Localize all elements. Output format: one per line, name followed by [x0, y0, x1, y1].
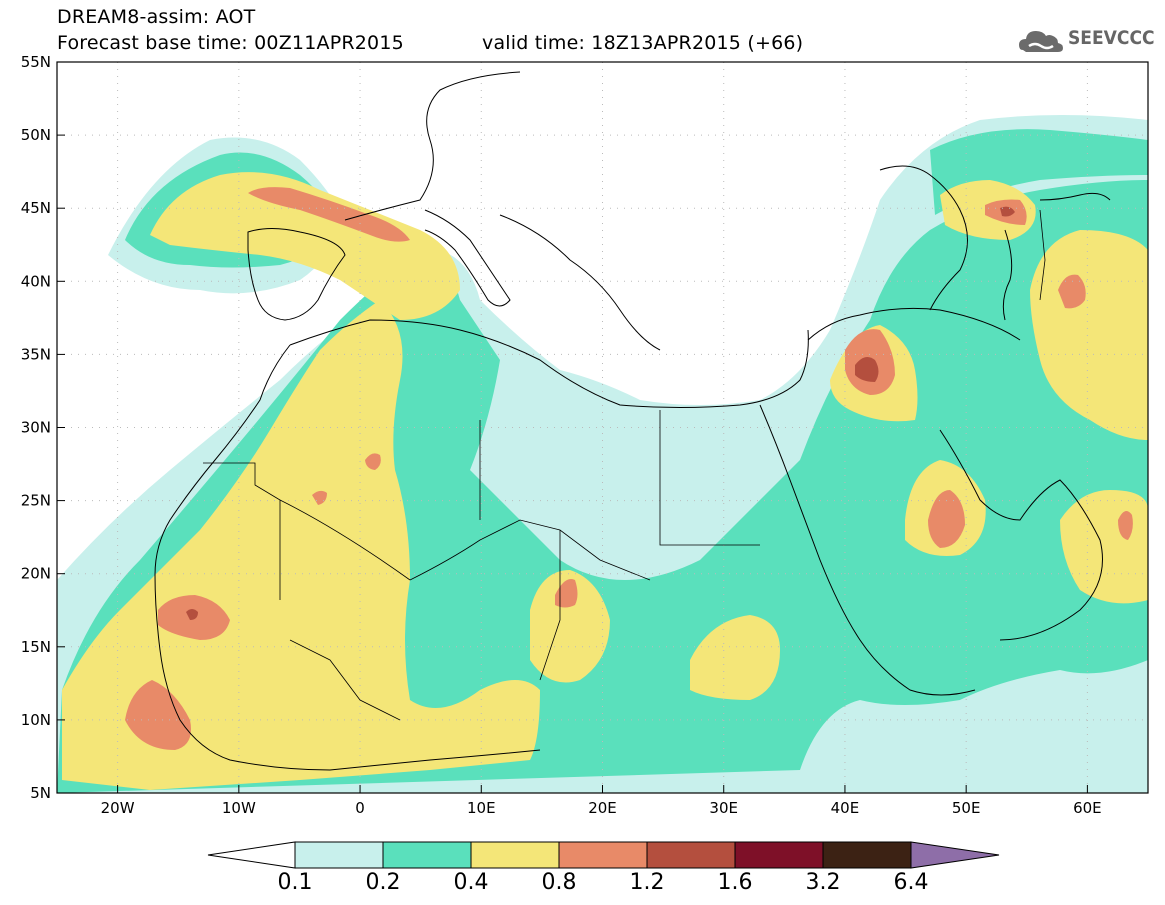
axis-ticks: [57, 61, 1088, 794]
base-time-label: Forecast base time: 00Z11APR2015: [57, 32, 404, 54]
lat-label: 45N: [21, 199, 51, 217]
colorbar: [207, 841, 1000, 869]
colorbar-segment: [646, 841, 736, 869]
colorbar-label: 6.4: [893, 870, 929, 895]
colorbar-segment: [470, 841, 560, 869]
lat-label: 30N: [21, 419, 51, 437]
colorbar-label: 0.2: [365, 870, 401, 895]
coastlines: [154, 71, 1111, 771]
colorbar-max-arrow: [910, 841, 1000, 869]
colorbar-segment: [558, 841, 648, 869]
lon-label: 0: [355, 799, 365, 817]
lat-label: 40N: [21, 272, 51, 290]
colorbar-label: 1.2: [629, 870, 665, 895]
lon-label: 60E: [1073, 799, 1102, 817]
lat-label: 35N: [21, 345, 51, 363]
lon-label: 30E: [709, 799, 738, 817]
colorbar-label: 0.8: [541, 870, 577, 895]
colorbar-label: 1.6: [717, 870, 753, 895]
colorbar-segment: [294, 841, 384, 869]
map-title: DREAM8-assim: AOT: [57, 6, 256, 28]
lat-label: 15N: [21, 638, 51, 656]
lon-label: 20W: [101, 799, 135, 817]
colorbar-min-arrow: [207, 841, 296, 869]
graticule: [57, 62, 1148, 793]
lon-label: 50E: [952, 799, 981, 817]
lat-label: 10N: [21, 711, 51, 729]
borders: [203, 209, 1046, 721]
lat-label: 55N: [21, 53, 51, 71]
logo-text: SEEVCCC: [1068, 27, 1155, 49]
lat-label: 25N: [21, 492, 51, 510]
lon-label: 10E: [467, 799, 496, 817]
lat-label: 50N: [21, 126, 51, 144]
colorbar-segment: [382, 841, 472, 869]
lat-label: 5N: [30, 784, 51, 802]
lon-label: 40E: [831, 799, 860, 817]
colorbar-label: 0.4: [453, 870, 489, 895]
lat-label: 20N: [21, 565, 51, 583]
lon-label: 20E: [588, 799, 617, 817]
cloud-icon: [1019, 31, 1063, 52]
lon-label: 10W: [222, 799, 256, 817]
colorbar-segment: [734, 841, 824, 869]
colorbar-label: 3.2: [805, 870, 841, 895]
valid-time-label: valid time: 18Z13APR2015 (+66): [482, 32, 804, 54]
colorbar-label: 0.1: [277, 870, 313, 895]
colorbar-segment: [822, 841, 912, 869]
longitude-labels: 20W 10W 0 10E 20E 30E 40E 50E 60E: [101, 799, 1102, 817]
latitude-labels: 55N 50N 45N 40N 35N 30N 25N 20N 15N 10N 5N: [21, 53, 51, 802]
